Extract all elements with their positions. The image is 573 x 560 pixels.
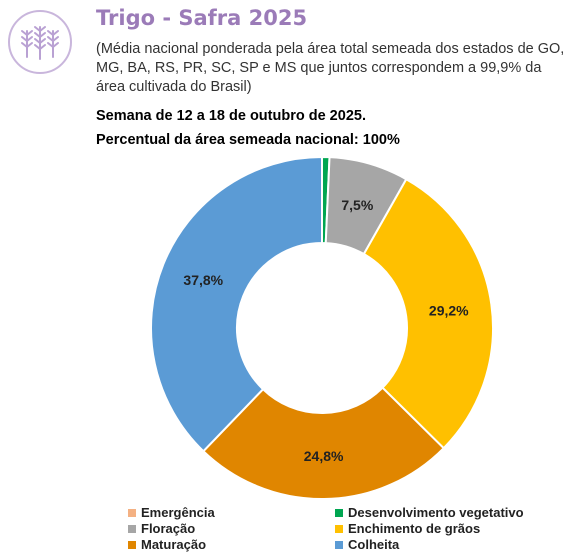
logo-badge <box>8 10 72 74</box>
legend-label: Colheita <box>348 537 400 552</box>
legend-swatch <box>335 540 343 549</box>
percent-heading: Percentual da área semeada nacional: 100… <box>96 132 400 148</box>
legend-swatch <box>335 508 343 517</box>
page-subtitle: (Média nacional ponderada pela área tota… <box>96 41 565 95</box>
slice-label-4: 24,8% <box>304 448 344 464</box>
legend-item: Emergência <box>128 505 215 520</box>
legend-swatch <box>128 540 136 549</box>
wheat-icon <box>21 26 59 60</box>
legend-label: Emergência <box>141 505 215 520</box>
legend-label: Enchimento de grãos <box>348 521 481 536</box>
legend-item: Enchimento de grãos <box>335 521 480 536</box>
legend-swatch <box>128 524 136 533</box>
legend-item: Desenvolvimento vegetativo <box>335 505 524 520</box>
legend-item: Maturação <box>128 537 206 552</box>
legend-label: Maturação <box>141 537 207 552</box>
slice-4 <box>201 386 446 500</box>
legend-item: Floração <box>128 521 195 536</box>
donut-chart: 7,5% 29,2% 24,8% 37,8% <box>150 155 494 500</box>
legend-label: Floração <box>141 521 196 536</box>
slice-label-3: 29,2% <box>429 302 469 318</box>
slice-labels: 7,5% 29,2% 24,8% 37,8% <box>183 197 469 464</box>
page-title: Trigo - Safra 2025 <box>96 6 308 30</box>
slice-label-5: 37,8% <box>183 272 223 288</box>
week-heading: Semana de 12 a 18 de outubro de 2025. <box>96 108 366 124</box>
legend-swatch <box>128 508 136 517</box>
legend-swatch <box>335 524 343 533</box>
slice-label-2: 7,5% <box>341 197 373 213</box>
slice-3 <box>362 177 494 450</box>
slice-5 <box>150 155 323 453</box>
legend-label: Desenvolvimento vegetativo <box>348 505 524 520</box>
donut-slices <box>150 155 494 500</box>
legend-item: Colheita <box>335 537 399 552</box>
